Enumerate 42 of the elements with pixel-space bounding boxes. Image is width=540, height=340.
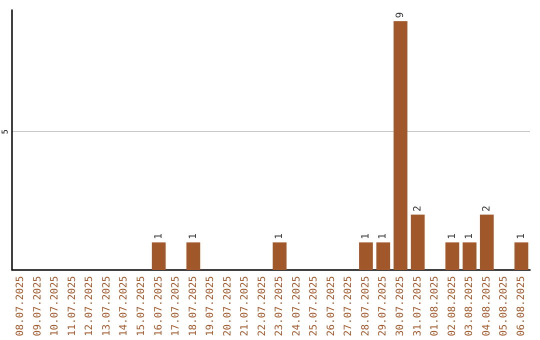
x-tick-label: 08.07.2025 [15,276,26,336]
x-tick-label: 23.07.2025 [274,276,286,336]
data-label: 9 [395,12,406,18]
x-tick-label: 06.08.2025 [516,276,527,336]
data-label: 2 [481,206,492,212]
data-label: 1 [274,233,286,240]
data-label: 2 [412,206,424,212]
x-tick-label: 26.07.2025 [326,276,337,336]
x-tick-label: 21.07.2025 [240,276,251,336]
data-label: 1 [153,233,164,240]
x-tick-label: 12.07.2025 [84,276,96,336]
x-tick-label: 04.08.2025 [481,276,492,336]
x-tick-label: 20.07.2025 [222,276,234,336]
x-tick-label: 11.07.2025 [66,276,78,336]
data-label: 1 [360,233,372,240]
x-tick-label: 13.07.2025 [101,276,112,336]
x-tick-label: 31.07.2025 [412,276,424,336]
data-label: 1 [446,233,458,240]
x-tick-label: 24.07.2025 [291,276,302,336]
x-tick-label: 18.07.2025 [188,276,199,336]
x-tick-label: 09.07.2025 [32,276,44,336]
x-tick-label: 27.07.2025 [343,276,354,336]
x-tick-label: 28.07.2025 [360,276,372,336]
x-tick-label: 02.08.2025 [446,276,458,336]
data-label: 1 [516,233,527,240]
x-tick-label: 16.07.2025 [153,276,164,336]
x-tick-label: 15.07.2025 [136,276,147,336]
data-label: 1 [464,233,476,240]
data-label: 1 [188,233,199,240]
x-tick-label: 01.08.2025 [430,276,441,336]
x-tick-label: 05.08.2025 [498,276,510,336]
x-tick-label: 25.07.2025 [308,276,320,336]
x-tick-label: 30.07.2025 [395,276,406,336]
x-tick-label: 03.08.2025 [464,276,476,336]
x-tick-label: 17.07.2025 [170,276,182,336]
x-tick-label: 22.07.2025 [256,276,268,336]
x-tick-label: 10.07.2025 [50,276,61,336]
data-label: 1 [378,233,389,240]
x-tick-label: 19.07.2025 [205,276,216,336]
x-tick-label: 14.07.2025 [118,276,130,336]
y-tick-label: 5 [0,129,10,134]
x-tick-label: 29.07.2025 [378,276,389,336]
